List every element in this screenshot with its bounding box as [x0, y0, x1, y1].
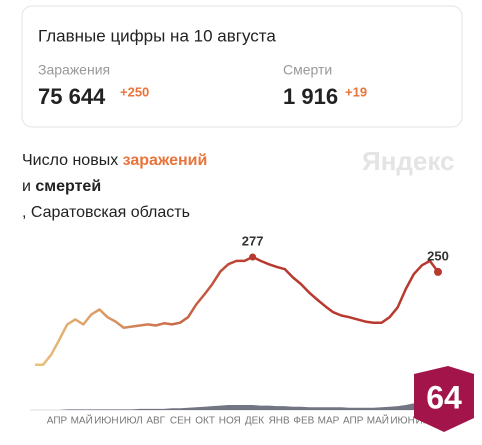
x-tick-label: ИЮЛ: [119, 416, 142, 427]
logo-text: 64: [426, 379, 462, 415]
logo-badge: [414, 366, 474, 432]
chart-title: и смертей: [22, 178, 101, 195]
title-series: заражений: [123, 152, 208, 169]
title-part: Число новых: [22, 152, 123, 169]
summary-card: [21, 5, 463, 128]
plot: АПР МАЙ ИЮН ИЮЛ АВГ СЕН ОКТ НОЯ ДЕК ЯНВ ФЕВ МАР АПР М…: [30, 253, 450, 427]
title-part: и: [22, 178, 35, 195]
x-tick-label: МАЙ: [71, 414, 93, 427]
deaths-area: [35, 399, 438, 410]
x-tick-label: АВГ: [146, 416, 165, 427]
x-tick-label: АПР: [343, 416, 364, 427]
end-dot: [434, 267, 442, 276]
cases-line: [35, 255, 440, 366]
chart-title: Число новых заражений: [22, 152, 207, 169]
annotation: 250: [427, 248, 449, 263]
peak-dot: [249, 253, 257, 261]
x-tick-label: НОЯ: [219, 416, 241, 427]
chart-title: , Саратовская область: [22, 204, 190, 221]
x-tick-label: ДЕК: [245, 416, 264, 427]
stat-value: 75 644: [38, 84, 106, 109]
x-tick-label: ОКТ: [195, 416, 215, 427]
stat-label: Заражения: [38, 62, 110, 78]
x-tick-label: ИЮН: [390, 416, 415, 427]
x-tick-label: МАЙ: [367, 414, 389, 427]
x-tick-label: ЯНВ: [269, 416, 290, 427]
stat-label: Смерти: [283, 62, 332, 78]
x-tick-label: МАР: [318, 416, 340, 427]
title-series: смертей: [35, 178, 101, 195]
stat-change: +250: [120, 84, 149, 99]
x-tick-label: АПР: [47, 416, 68, 427]
stat-value: 1 916: [283, 84, 338, 109]
card-title: Главные цифры на 10 августа: [38, 26, 276, 45]
stat-change: +19: [345, 84, 367, 99]
x-tick-label: ФЕВ: [293, 416, 314, 427]
watermark: Яндекс: [362, 146, 455, 176]
x-tick-label: СЕН: [170, 416, 191, 427]
annotation: 277: [242, 233, 264, 248]
x-tick-label: ИЮН: [94, 416, 119, 427]
